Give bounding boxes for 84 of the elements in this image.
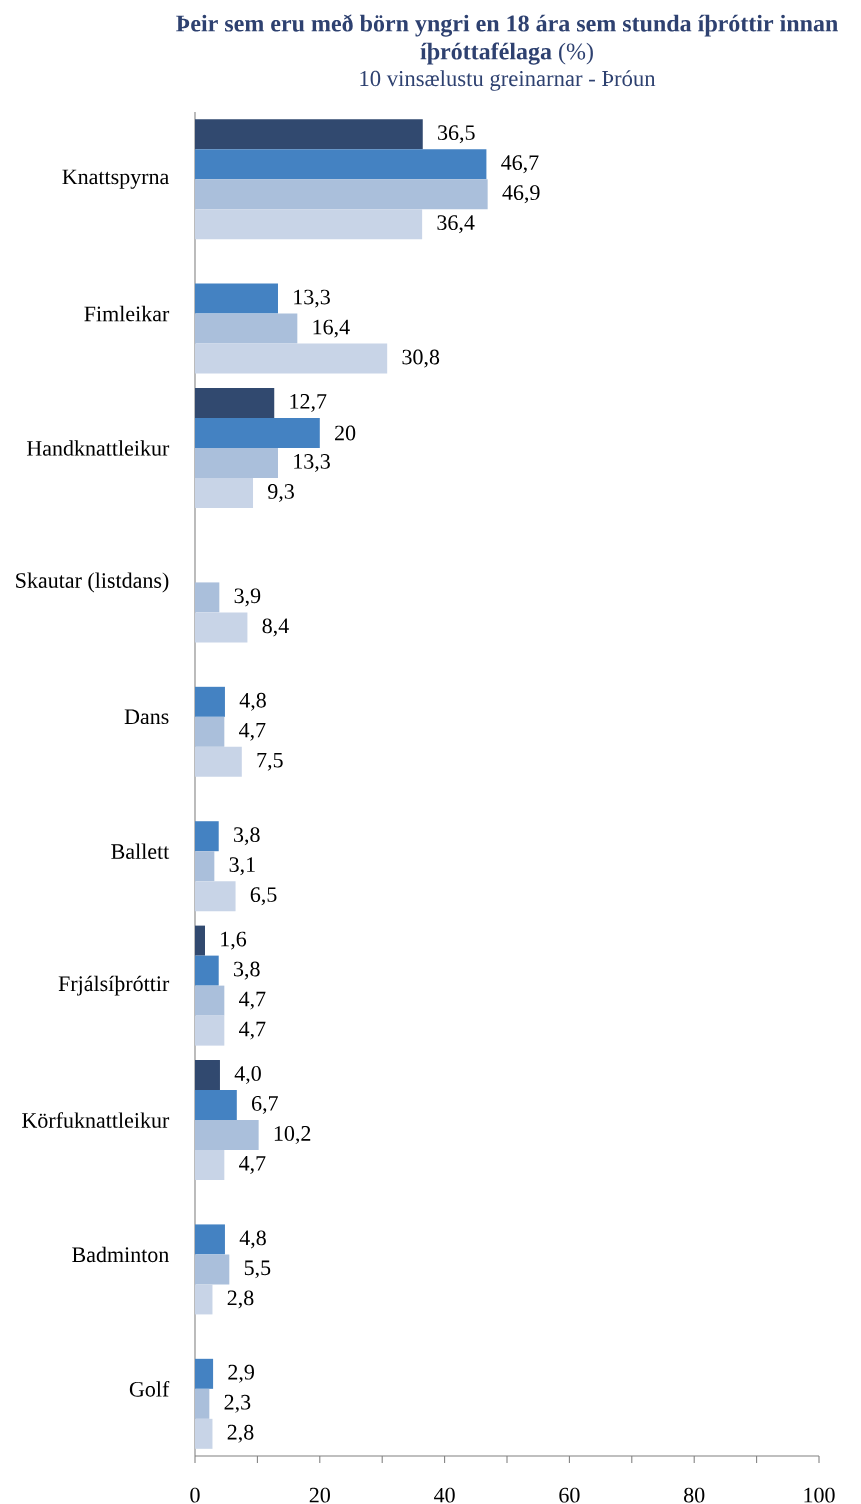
x-tick-label: 20 (309, 1487, 330, 1503)
chart-title: Þeir sem eru með börn yngri en 18 ára sem stunda íþróttir innan íþróttafélaga (%) (176, 14, 838, 65)
bar (195, 1090, 237, 1121)
bar (195, 881, 236, 912)
bar (195, 388, 275, 419)
bar (195, 179, 488, 210)
bar (195, 686, 225, 717)
y-tick-label: Badminton (72, 1246, 169, 1263)
data-label: 2,3 (224, 1394, 251, 1413)
data-label: 7,5 (257, 752, 283, 771)
y-tick-label: Körfuknattleikur (22, 1112, 170, 1128)
bar (195, 1358, 214, 1389)
data-label: 4,7 (239, 1021, 266, 1040)
y-tick-label: Frjálsíþróttir (58, 975, 170, 996)
bar (195, 209, 423, 240)
bar (195, 821, 219, 852)
bar (195, 448, 278, 479)
x-tick-label: 60 (559, 1487, 580, 1503)
bar (195, 343, 388, 374)
data-label: 36,5 (438, 125, 475, 144)
x-tick-label: 0 (190, 1487, 200, 1503)
data-label: 20 (335, 425, 356, 441)
data-label: 4,8 (239, 692, 266, 711)
bar (195, 716, 225, 747)
bar (195, 1060, 220, 1091)
bar (195, 582, 220, 613)
data-label: 46,9 (502, 185, 540, 204)
bar (195, 1224, 225, 1255)
data-label: 36,4 (437, 215, 475, 234)
y-tick-label: Skautar (listdans) (16, 572, 169, 593)
bar (195, 418, 320, 449)
bar (195, 1015, 225, 1046)
data-label: 3,1 (229, 857, 255, 876)
bar (195, 149, 487, 180)
data-label: 3,8 (234, 961, 260, 980)
data-label: 12,7 (290, 394, 327, 412)
data-label: 13,3 (294, 289, 330, 308)
bar (195, 985, 225, 1016)
data-label: 3,9 (234, 588, 261, 607)
data-label: 10,2 (274, 1126, 311, 1145)
data-label: 4,7 (239, 1156, 266, 1174)
data-label: 6,5 (250, 887, 277, 906)
data-label: 5,5 (244, 1260, 271, 1279)
x-tick-label: 100 (804, 1487, 835, 1503)
x-tick-label: 40 (434, 1487, 455, 1503)
bar (195, 283, 278, 314)
data-label: 46,7 (501, 155, 539, 174)
y-tick-label: Handknattleikur (26, 440, 170, 456)
data-label: 9,3 (268, 484, 294, 502)
data-label: 1,6 (221, 931, 247, 950)
bar (195, 1254, 230, 1285)
data-label: 3,8 (234, 827, 260, 846)
data-label: 2,8 (227, 1424, 254, 1443)
data-label: 4,7 (239, 991, 266, 1010)
bar (195, 119, 423, 150)
bar (195, 746, 242, 777)
data-label: 4,8 (239, 1230, 266, 1249)
y-tick-label: Golf (129, 1380, 170, 1397)
data-label: 2,9 (228, 1364, 254, 1383)
data-label: 6,7 (252, 1096, 278, 1114)
data-label: 2,8 (227, 1290, 254, 1309)
y-tick-label: Dans (124, 709, 169, 725)
bar (195, 612, 248, 643)
bar (195, 925, 205, 956)
y-tick-label: Fimleikar (84, 305, 170, 322)
data-label: 16,4 (313, 319, 350, 338)
bar (195, 955, 219, 986)
bar (195, 313, 298, 344)
data-label: 30,8 (402, 349, 440, 368)
bar (195, 1284, 213, 1315)
data-label: 13,3 (294, 454, 330, 472)
bar (195, 478, 254, 509)
bar (195, 1150, 225, 1181)
bar (195, 851, 215, 882)
y-tick-label: Knattspyrna (62, 169, 169, 189)
bar (195, 1388, 210, 1419)
bar (195, 1418, 213, 1449)
y-tick-label: Ballett (111, 843, 170, 859)
bar (195, 1120, 259, 1151)
data-label: 4,7 (239, 722, 266, 741)
chart-subtitle: 10 vinsælustu greinarnar - Þróun (360, 70, 656, 91)
data-label: 8,4 (262, 618, 289, 637)
data-label: 4,0 (234, 1066, 261, 1085)
x-tick-label: 80 (684, 1487, 705, 1503)
